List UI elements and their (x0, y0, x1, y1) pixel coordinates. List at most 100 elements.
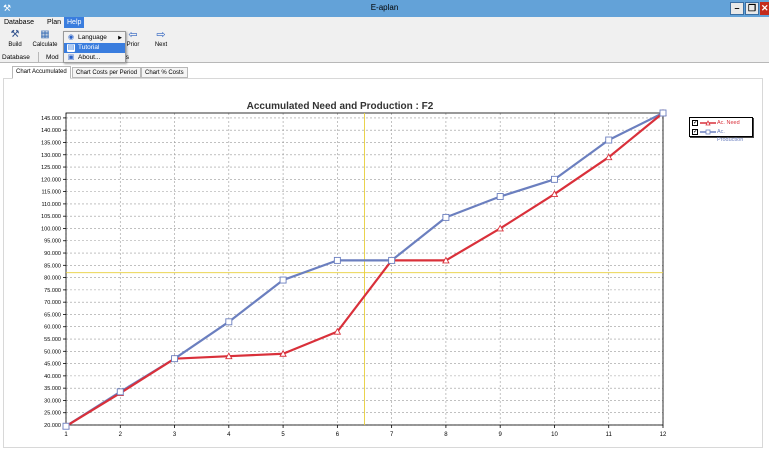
production-marker (116, 388, 124, 396)
menu-item-about[interactable]: ▣ About... (64, 53, 125, 63)
legend-label-need: Ac. Need (717, 120, 740, 126)
series-markers (62, 109, 667, 430)
x-tick-label: 4 (227, 432, 231, 438)
y-tick-label: 35.000 (44, 386, 61, 392)
y-tick-label: 50.000 (44, 349, 61, 355)
y-tick-label: 125.000 (41, 165, 61, 171)
axes: 20.000 25.000 30.000 35.000 40.000 45.000 50.0… (41, 112, 667, 438)
production-marker (551, 175, 558, 183)
book-icon: ▤ (67, 44, 75, 52)
legend-swatch-production (700, 129, 716, 135)
x-tick-label: 8 (444, 432, 448, 438)
y-tick-label: 135.000 (41, 140, 61, 146)
build-label: Build (8, 42, 22, 48)
production-marker (333, 256, 341, 264)
title-bar: ⚒ E-aplan – ❐ ✕ (0, 0, 769, 17)
y-tick-label: 105.000 (41, 214, 61, 220)
tab-chart-costs-per-period[interactable]: Chart Costs per Period (72, 67, 142, 78)
legend-label-production: Ac. Production (717, 129, 744, 143)
production-marker (62, 422, 70, 430)
accumulated-chart: Accumulated Need and Production : F2 20.… (41, 101, 667, 438)
y-tick-label: 130.000 (41, 153, 61, 159)
submenu-arrow-icon: ▶ (118, 35, 122, 41)
crosshair (66, 113, 663, 425)
y-tick-label: 95.000 (44, 239, 61, 245)
app-logo-icon: ⚒ (3, 3, 12, 13)
tab-chart-percent-costs[interactable]: Chart % Costs (141, 67, 188, 78)
prior-label: Prior (126, 42, 140, 48)
language-label: Language (78, 34, 107, 41)
grid-lines (65, 113, 664, 426)
y-tick-label: 115.000 (42, 190, 61, 196)
info-icon: ▣ (67, 54, 75, 61)
chart-legend: ✓ Ac. Need ✓ Ac. Production (689, 117, 753, 143)
need-marker (550, 190, 559, 198)
calculate-label: Calculate (32, 42, 58, 48)
production-marker (659, 109, 667, 117)
need-marker (442, 256, 450, 264)
tab-chart-accumulated[interactable]: Chart Accumulated (12, 66, 71, 79)
production-marker (442, 213, 450, 221)
calculator-icon: ▦ (40, 29, 50, 40)
restore-button[interactable]: ❐ (745, 2, 759, 15)
next-label: Next (154, 42, 168, 48)
chart-panel: Accumulated Need and Production : F2 20.… (3, 78, 763, 448)
y-tick-label: 120.000 (41, 177, 61, 183)
menu-help[interactable]: Help (64, 17, 85, 28)
tools-icon: ⚒ (10, 29, 20, 40)
need-marker (279, 349, 287, 357)
arrow-right-icon: ⇨ (156, 29, 166, 41)
need-marker (333, 327, 342, 335)
calculate-button[interactable]: ▦ Calculate (28, 29, 62, 51)
menu-database[interactable]: Database (4, 19, 34, 26)
tab-costs[interactable]: ts (124, 54, 130, 61)
legend-item-need[interactable]: ✓ Ac. Need (692, 119, 752, 127)
x-tick-label: 11 (606, 432, 613, 438)
production-marker (279, 276, 287, 284)
x-tick-label: 5 (281, 432, 285, 438)
series-line (65, 112, 664, 428)
legend-swatch-need (700, 120, 716, 126)
need-marker (604, 153, 613, 161)
y-tick-label: 65.000 (44, 312, 61, 318)
x-tick-label: 3 (173, 432, 177, 438)
help-dropdown-menu: ◉ Language ▶ ▤ Tutorial ▣ About... (63, 31, 126, 63)
menu-item-tutorial[interactable]: ▤ Tutorial (64, 43, 125, 53)
prior-button[interactable]: ⇦ Prior (122, 29, 144, 51)
y-tick-label: 100.000 (41, 226, 61, 232)
minimize-button[interactable]: – (730, 2, 744, 15)
tab-modules[interactable]: Mod (44, 52, 64, 63)
menu-item-language[interactable]: ◉ Language ▶ (64, 33, 125, 43)
chart-title: Accumulated Need and Production : F2 (247, 101, 434, 112)
tab-database[interactable]: Database (0, 52, 39, 63)
x-tick-label: 12 (660, 432, 667, 438)
production-marker (225, 318, 233, 326)
chart-tabs: Chart Accumulated Chart Costs per Period… (0, 65, 769, 79)
close-button[interactable]: ✕ (760, 2, 769, 15)
legend-item-production[interactable]: ✓ Ac. Production (692, 128, 752, 143)
need-marker (496, 224, 504, 232)
y-tick-label: 75.000 (44, 288, 61, 294)
globe-icon: ◉ (67, 34, 75, 41)
next-button[interactable]: ⇨ Next (150, 29, 172, 51)
y-tick-label: 30.000 (44, 398, 61, 404)
y-tick-label: 45.000 (44, 362, 61, 368)
production-marker (605, 136, 613, 144)
arrow-left-icon: ⇦ (128, 29, 138, 41)
legend-checkbox-need[interactable]: ✓ (692, 120, 699, 126)
y-tick-label: 85.000 (44, 263, 61, 269)
legend-checkbox-production[interactable]: ✓ (692, 129, 699, 135)
x-tick-label: 6 (336, 432, 340, 438)
y-tick-label: 60.000 (44, 325, 61, 331)
toolbar: ⚒ Build ▦ Calculate ⇦ Prior ⇨ Next (0, 28, 769, 52)
menu-plan[interactable]: Plan (47, 19, 62, 26)
x-tick-label: 1 (64, 432, 68, 438)
y-tick-label: 40.000 (44, 374, 61, 380)
x-tick-label: 9 (499, 432, 503, 438)
y-tick-label: 20.000 (44, 423, 61, 429)
x-tick-label: 2 (119, 432, 123, 438)
window-title: E-aplan (370, 3, 399, 12)
x-tick-label: 7 (390, 432, 394, 438)
y-tick-label: 140.000 (41, 128, 61, 134)
build-button[interactable]: ⚒ Build (3, 29, 27, 51)
